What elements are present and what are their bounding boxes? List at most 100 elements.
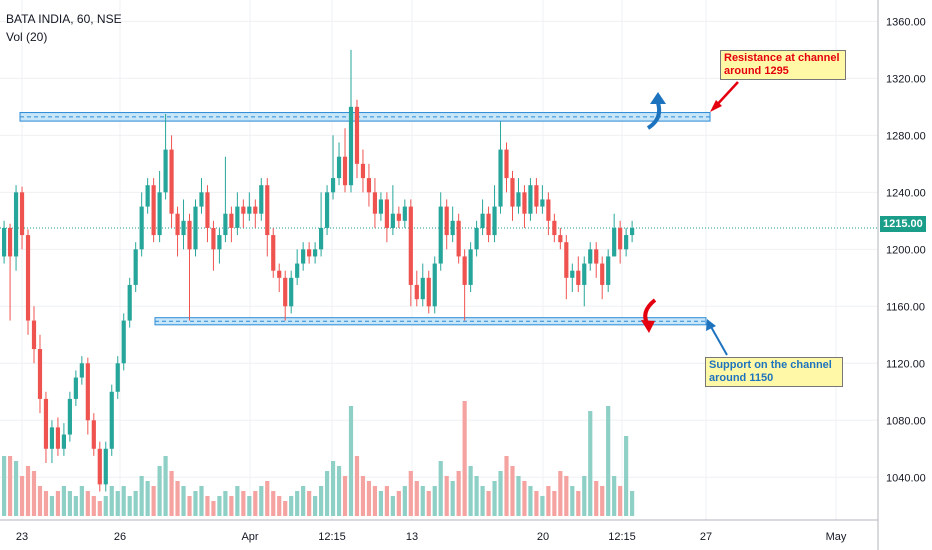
candle-body — [498, 149, 503, 207]
volume-bar — [271, 491, 276, 516]
candle-body — [2, 227, 7, 257]
volume-bar — [468, 466, 473, 516]
candle-body — [438, 206, 443, 264]
volume-bar — [187, 496, 192, 516]
candle-body — [85, 363, 90, 421]
candle-body — [534, 185, 539, 207]
candle-body — [259, 185, 264, 214]
volume-bar — [97, 501, 102, 516]
volume-bar — [283, 501, 288, 516]
volume-bar — [348, 406, 354, 516]
candle-body — [420, 277, 425, 300]
volume-bar — [211, 501, 216, 516]
candle-body — [540, 199, 545, 207]
volume-bar — [324, 471, 330, 516]
volume-bar — [336, 466, 342, 516]
volume-bar — [624, 436, 629, 516]
volume-bar — [396, 491, 401, 516]
candle-body — [205, 192, 210, 228]
candle-body — [522, 192, 527, 214]
resistance-note[interactable]: Resistance at channel around 1295 — [720, 50, 846, 80]
candle-body — [37, 349, 43, 399]
candle-body — [61, 434, 66, 449]
candle-body — [175, 213, 180, 236]
volume-bar — [319, 486, 324, 516]
candle-body — [235, 206, 240, 228]
volume-bar — [91, 496, 96, 516]
candle-body — [67, 398, 72, 435]
candle-body — [624, 235, 629, 250]
volume-bar — [253, 491, 258, 516]
time-tick-label: May — [826, 531, 847, 543]
volume-bar — [354, 456, 360, 516]
volume-bar — [360, 476, 366, 516]
time-tick-label: 26 — [114, 531, 126, 543]
last-price-tag: 1215.00 — [880, 216, 926, 232]
candle-body — [181, 220, 186, 236]
candle-body — [49, 427, 55, 449]
volume-bar — [522, 481, 527, 516]
candle-body — [396, 213, 401, 221]
time-tick-label: 23 — [16, 531, 28, 543]
candle-body — [145, 185, 150, 207]
candle-body — [217, 235, 222, 250]
volume-bar — [480, 486, 485, 516]
candle-body — [19, 192, 25, 236]
candle-body — [79, 363, 84, 378]
volume-bar — [606, 406, 611, 516]
volume-bar — [127, 496, 132, 516]
volume-bar — [25, 466, 31, 516]
candle-body — [223, 213, 228, 236]
support-note[interactable]: Support on the channel around 1150 — [705, 357, 843, 387]
volume-bar — [193, 491, 198, 516]
volume-bar — [289, 496, 294, 516]
volume-bar — [115, 491, 120, 516]
volume-bar — [103, 496, 108, 516]
time-tick-label: Apr — [241, 531, 258, 543]
volume-indicator-label[interactable]: Vol (20) — [6, 30, 48, 44]
volume-bar — [498, 471, 503, 516]
price-tick-label: 1080.00 — [886, 415, 926, 427]
candle-body — [444, 206, 449, 236]
breakdown-arrow-head — [641, 320, 655, 333]
candle-body — [151, 185, 156, 236]
candle-body — [330, 178, 336, 193]
volume-bar — [241, 491, 246, 516]
volume-bar — [157, 466, 162, 516]
candle-body — [450, 220, 455, 236]
volume-bar — [19, 476, 25, 516]
volume-bar — [31, 471, 37, 516]
volume-bar — [432, 486, 437, 516]
candle-body — [247, 206, 252, 214]
candle-body — [211, 227, 216, 250]
candle-body — [313, 249, 318, 257]
price-tick-label: 1240.00 — [886, 187, 926, 199]
volume-bar — [259, 486, 264, 516]
candle-body — [109, 391, 114, 449]
candle-body — [384, 199, 389, 228]
resistance-pointer-head — [710, 100, 722, 112]
volume-bar — [67, 491, 72, 516]
candle-body — [169, 149, 174, 214]
candle-body — [618, 227, 623, 250]
volume-bar — [205, 496, 210, 516]
volume-bar — [492, 481, 497, 516]
volume-bar — [420, 486, 425, 516]
candle-body — [546, 199, 551, 221]
symbol-title[interactable]: BATA INDIA, 60, NSE — [6, 12, 122, 26]
price-tick-label: 1360.00 — [886, 16, 926, 28]
volume-bar — [564, 476, 569, 516]
volume-bar — [43, 491, 49, 516]
volume-bar — [7, 456, 13, 516]
candle-body — [414, 284, 419, 300]
candle-body — [271, 235, 276, 271]
candle-body — [7, 227, 13, 257]
candle-body — [289, 277, 294, 307]
candle-body — [301, 249, 306, 264]
candle-body — [426, 277, 431, 307]
candle-body — [127, 284, 132, 321]
candle-body — [241, 206, 246, 214]
candle-body — [307, 249, 312, 257]
volume-bar — [510, 466, 515, 516]
